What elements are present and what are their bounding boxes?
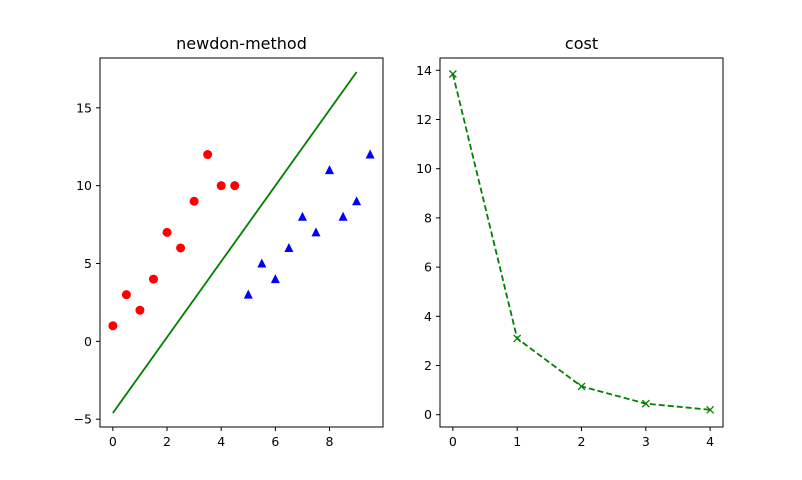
left-chart-marks — [108, 71, 375, 414]
left-plot-frame — [99, 57, 384, 428]
class-b-point — [365, 149, 375, 159]
class-a-point — [162, 227, 172, 237]
class-b-point — [270, 274, 280, 284]
y-tick-label: 2 — [424, 358, 432, 373]
x-tick-label: 3 — [642, 434, 650, 449]
class-a-point — [121, 290, 131, 300]
y-tick-label: 10 — [416, 161, 432, 176]
class-b-point — [325, 165, 335, 175]
right-plot-frame — [439, 57, 724, 428]
class-b-point — [257, 258, 267, 268]
x-tick-label: 0 — [109, 434, 117, 449]
class-b-point — [297, 211, 307, 221]
class-a-point — [135, 305, 145, 315]
y-tick-label: 14 — [416, 63, 432, 78]
class-a-point — [189, 196, 199, 206]
x-tick-label: 1 — [513, 434, 521, 449]
class-b-point — [311, 227, 321, 237]
y-tick-label: −5 — [74, 412, 92, 427]
y-tick-label: 0 — [84, 334, 92, 349]
x-tick-label: 4 — [706, 434, 714, 449]
left-chart-title: newdon-method — [176, 34, 307, 53]
right-chart-marks — [448, 70, 715, 414]
class-a-point — [216, 181, 226, 191]
x-tick-label: 2 — [163, 434, 171, 449]
class-b-point — [243, 289, 253, 299]
x-tick-label: 0 — [449, 434, 457, 449]
y-tick-label: 8 — [424, 210, 432, 225]
cost-point-marker — [641, 399, 650, 408]
y-tick-label: 10 — [76, 178, 92, 193]
class-b-point — [284, 242, 294, 252]
class-a-point — [230, 181, 240, 191]
class-a-point — [108, 321, 118, 331]
right-chart-title: cost — [565, 34, 598, 53]
y-tick-label: 4 — [424, 309, 432, 324]
cost-point-marker — [577, 382, 586, 391]
decision-boundary-line — [112, 71, 358, 414]
x-tick-label: 6 — [271, 434, 279, 449]
class-a-point — [203, 150, 213, 160]
y-tick-label: 12 — [416, 112, 432, 127]
class-b-point — [338, 211, 348, 221]
y-tick-label: 5 — [84, 256, 92, 271]
class-a-point — [148, 274, 158, 284]
y-tick-label: 6 — [424, 260, 432, 275]
newton-method-panel: newdon-method 0 2 4 6 8 −5 0 5 10 15 — [74, 34, 384, 449]
cost-point-marker — [448, 70, 457, 78]
left-chart-ticks: 0 2 4 6 8 −5 0 5 10 15 — [74, 100, 334, 449]
class-a-point — [176, 243, 186, 253]
class-b-point — [352, 196, 362, 206]
cost-point-marker — [706, 405, 715, 414]
x-tick-label: 8 — [326, 434, 334, 449]
y-tick-label: 15 — [76, 100, 92, 115]
x-tick-label: 2 — [578, 434, 586, 449]
cost-point-marker — [513, 334, 522, 343]
y-tick-label: 0 — [424, 407, 432, 422]
x-tick-label: 4 — [217, 434, 225, 449]
